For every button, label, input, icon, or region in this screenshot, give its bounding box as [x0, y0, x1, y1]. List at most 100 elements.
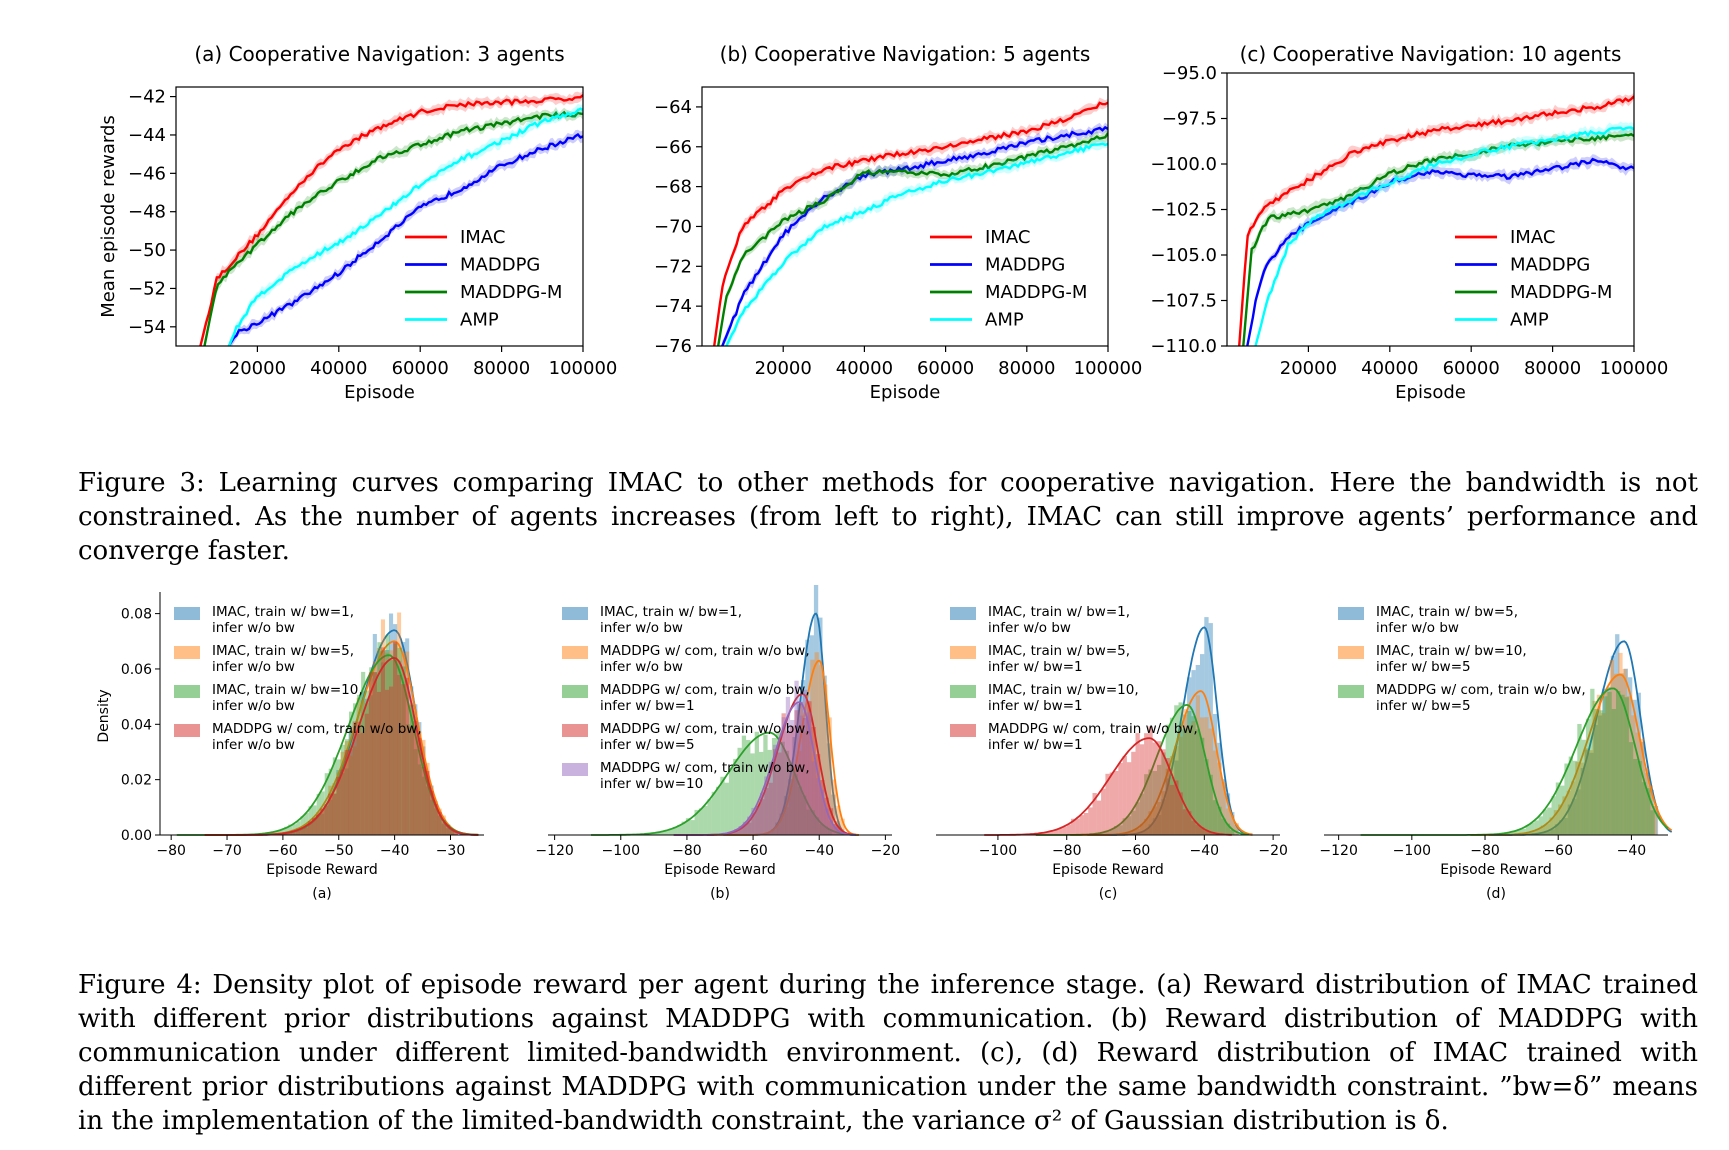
histogram-bar	[284, 826, 289, 835]
histogram-bar	[1221, 781, 1226, 835]
histogram-bar	[1174, 705, 1179, 835]
confidence-band-maddpg	[1247, 154, 1634, 346]
histogram-bar	[324, 804, 329, 835]
series-line-amp	[725, 142, 1108, 346]
histogram-bar	[381, 650, 386, 835]
histogram-bar	[771, 830, 776, 835]
figure4-caption: Figure 4: Density plot of episode reward…	[78, 970, 1698, 1136]
histogram-bar	[328, 785, 333, 835]
histogram-bar	[272, 831, 277, 835]
histogram-bar	[397, 612, 402, 835]
histogram-bar	[1182, 714, 1188, 835]
legend-label: IMAC, train w/ bw=1,	[212, 604, 354, 620]
histogram-bar	[397, 674, 402, 835]
histogram-bar	[1131, 810, 1136, 835]
x-tick-label: −20	[1258, 843, 1288, 859]
histogram-bar	[276, 830, 281, 835]
histogram-bar	[368, 672, 373, 835]
legend-label: MADDPG-M	[460, 282, 562, 303]
histogram-bar	[409, 686, 414, 835]
histogram-bar	[1648, 785, 1653, 835]
histogram-bar	[741, 735, 747, 835]
histogram-bar	[1157, 814, 1162, 835]
histogram-bar	[785, 731, 791, 835]
y-tick-label: −42	[128, 87, 166, 108]
histogram-bar	[1118, 763, 1123, 835]
histogram-bar	[1122, 756, 1127, 835]
histogram-bar	[1071, 818, 1076, 835]
histogram-bar	[1144, 733, 1149, 835]
x-tick-label: −80	[1052, 843, 1082, 859]
histogram-bar	[777, 741, 782, 835]
histogram-bar	[1606, 686, 1611, 835]
histogram-bar	[268, 832, 273, 835]
legend-label: infer w/o bw	[988, 620, 1071, 636]
histogram-bar	[1221, 818, 1226, 835]
histogram-bar	[1597, 715, 1603, 835]
histogram-bar	[385, 689, 390, 835]
histogram-bar	[835, 821, 840, 835]
histogram-bar	[827, 829, 833, 835]
histogram-bar	[1525, 825, 1530, 835]
legend-label: AMP	[1510, 310, 1549, 331]
histogram-bar	[1635, 732, 1640, 835]
histogram-bar	[1114, 771, 1119, 835]
histogram-bar	[1577, 724, 1582, 835]
histogram-bar	[766, 832, 771, 835]
histogram-bar	[1623, 668, 1628, 835]
histogram-bar	[1187, 677, 1192, 835]
histogram-bar	[793, 770, 798, 835]
histogram-bar	[1165, 778, 1170, 835]
histogram-bar	[1045, 831, 1050, 835]
histogram-bar	[796, 704, 801, 835]
series-line-imac	[713, 101, 1108, 346]
histogram-bar	[385, 652, 390, 835]
histogram-bar	[425, 762, 430, 835]
histogram-bar	[320, 808, 325, 835]
histogram-bar	[793, 774, 798, 835]
histogram-bar	[389, 613, 394, 835]
histogram-bar	[1152, 806, 1157, 835]
histogram-bar	[1148, 811, 1153, 835]
histogram-bar	[340, 773, 345, 835]
x-tick-label: −120	[535, 843, 573, 859]
histogram-bar	[1148, 824, 1153, 835]
x-tick-label: 60000	[917, 358, 974, 379]
histogram-bar	[368, 695, 373, 835]
histogram-bar	[836, 805, 841, 835]
histogram-bar	[344, 750, 349, 835]
x-tick-label: 100000	[1074, 358, 1143, 379]
histogram-bar	[1225, 823, 1231, 835]
x-tick-label: 60000	[1443, 358, 1500, 379]
histogram-bar	[377, 642, 382, 835]
histogram-bar	[823, 684, 828, 835]
histogram-bar	[316, 812, 321, 835]
histogram-bar	[818, 665, 824, 835]
histogram-bar	[348, 749, 353, 835]
x-tick-label: 40000	[1361, 358, 1418, 379]
histogram-bar	[1567, 804, 1573, 835]
histogram-bar	[1528, 831, 1533, 835]
y-tick-label: −66	[654, 137, 692, 158]
histogram-bar	[328, 799, 333, 835]
histogram-bar	[1105, 773, 1110, 835]
legend-swatch	[174, 607, 200, 620]
histogram-bar	[813, 585, 819, 835]
histogram-bar	[1148, 769, 1153, 835]
legend-swatch	[562, 646, 588, 659]
histogram-bar	[1161, 752, 1166, 835]
confidence-band-imac	[714, 97, 1108, 346]
histogram-bar	[340, 751, 345, 835]
histogram-bar	[1165, 758, 1170, 835]
histogram-bar	[803, 718, 808, 835]
x-axis-label: Episode	[870, 382, 941, 403]
histogram-bar	[746, 740, 751, 835]
histogram-bar	[1508, 832, 1513, 835]
legend-label: infer w/ bw=5	[1376, 659, 1471, 675]
histogram-bar	[328, 768, 333, 835]
histogram-bar	[1174, 780, 1179, 835]
histogram-bar	[810, 810, 815, 835]
x-tick-label: 40000	[836, 358, 893, 379]
histogram-bar	[1609, 659, 1614, 835]
histogram-bar	[1560, 785, 1565, 835]
